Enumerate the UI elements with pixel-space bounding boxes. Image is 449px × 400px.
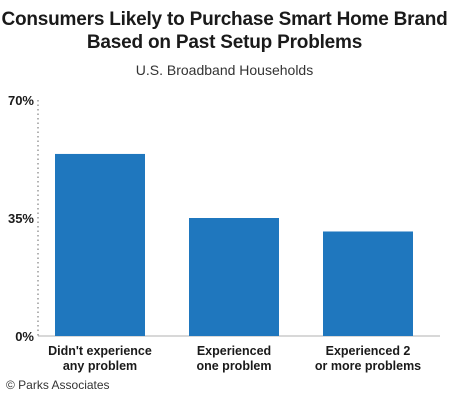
category-label: Experienced [197, 344, 271, 358]
chart-subtitle: U.S. Broadband Households [135, 62, 314, 78]
bar [55, 153, 145, 336]
category-label: or more problems [315, 359, 421, 373]
y-tick-labels: 0% 35% 70% [8, 93, 34, 344]
chart-title-line-1: Consumers Likely to Purchase Smart Home … [1, 9, 448, 30]
category-label: any problem [63, 359, 137, 373]
source-credit: © Parks Associates [6, 378, 110, 392]
chart-title-line-2: Based on Past Setup Problems [86, 32, 363, 53]
category-label: one problem [196, 359, 271, 373]
y-tick-label: 70% [8, 93, 34, 108]
bar [323, 231, 413, 336]
bar [189, 218, 279, 336]
y-tick-label: 35% [8, 211, 34, 226]
y-tick-label: 0% [15, 329, 34, 344]
chart-title: Consumers Likely to Purchase Smart Home … [0, 8, 449, 54]
category-label: Experienced 2 [326, 344, 411, 358]
bars [55, 153, 413, 336]
category-label: Didn't experience [48, 344, 152, 358]
